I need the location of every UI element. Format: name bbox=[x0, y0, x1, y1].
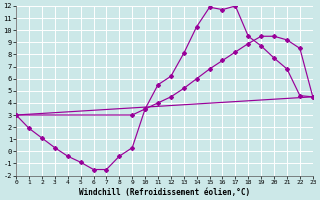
X-axis label: Windchill (Refroidissement éolien,°C): Windchill (Refroidissement éolien,°C) bbox=[79, 188, 250, 197]
